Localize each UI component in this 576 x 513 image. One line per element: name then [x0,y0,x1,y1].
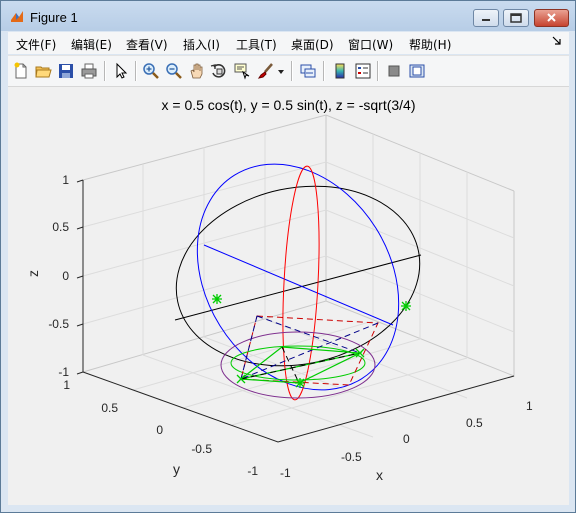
z-tick-label: -0.5 [48,317,69,331]
legend-icon[interactable] [354,62,372,80]
marker-point [295,378,305,388]
maximize-button[interactable] [503,9,529,27]
x-tick-labels: -1 -0.5 0 0.5 1 [280,399,533,480]
y-tick-labels: 1 0.5 0 -0.5 -1 [63,378,258,478]
zoom-out-icon[interactable] [165,62,183,80]
print-icon[interactable] [80,62,98,80]
colorbar-icon[interactable] [331,62,349,80]
x-tick-label: -1 [280,466,291,480]
open-file-icon[interactable] [34,62,52,80]
figure-canvas[interactable]: x = 0.5 cos(t), y = 0.5 sin(t), z = -sqr… [8,87,569,505]
data-cursor-icon[interactable] [233,62,251,80]
close-icon [547,13,556,22]
menu-help[interactable]: 帮助(H) [409,38,452,52]
x-tick-label: -0.5 [341,450,362,464]
y-tick-label: 0.5 [101,401,118,415]
z-axis-label: z [25,270,41,277]
bottom-circle [220,331,376,399]
green-inner-circle [230,345,366,381]
menu-file[interactable]: 文件(F) [16,38,57,52]
y-tick-label: -1 [247,464,258,478]
menu-bar: 文件(F) 编辑(E) 查看(V) 插入(I) 工具(T) 桌面(D) 窗口(W… [8,32,569,54]
x-axis-label: x [376,467,383,483]
window-title: Figure 1 [30,10,78,25]
x-tick-label: 0 [403,432,410,446]
y-tick-label: 1 [63,378,70,392]
z-axis-ticks [76,179,84,375]
axes-box-back [82,114,515,377]
z-tick-label: 0.5 [52,220,69,234]
menu-desktop[interactable]: 桌面(D) [291,38,334,52]
blue-meridian [196,163,400,391]
axes-3d[interactable]: 1 0.5 0 -0.5 -1 z 1 0.5 0 -0.5 -1 y -1 -… [8,87,569,505]
red-meridian [282,165,320,401]
y-tick-label: 0 [156,423,163,437]
equator-circle [175,185,421,367]
minimize-icon [482,19,490,21]
menu-tools[interactable]: 工具(T) [236,38,277,52]
marker-points [212,294,411,388]
select-arrow-icon[interactable] [112,62,130,80]
toolbar-separator [377,61,378,81]
brush-icon[interactable] [257,62,275,80]
toolbar-separator [323,61,324,81]
toolbar-separator [291,61,292,81]
equator-diameter [174,254,422,321]
marker-point [212,294,222,304]
marker-point [401,301,411,311]
marker-point [355,348,365,358]
toolbar-separator [104,61,105,81]
dashed-diagonal-black [240,346,361,384]
toolbar [8,55,569,87]
title-bar[interactable]: Figure 1 [1,1,575,31]
x-tick-label: 0.5 [466,416,483,430]
x-tick-label: 1 [526,399,533,413]
z-tick-label: 1 [62,173,69,187]
dashed-square-red [240,315,379,386]
close-button[interactable] [534,9,569,27]
menu-insert[interactable]: 插入(I) [183,38,220,52]
pan-icon[interactable] [188,62,206,80]
grid-lines [82,131,515,438]
marker-point [236,374,246,384]
z-tick-label: -1 [58,365,69,379]
new-file-icon[interactable] [12,62,30,80]
link-plot-icon[interactable] [299,62,317,80]
y-tick-label: -0.5 [191,442,212,456]
dashed-square-blue [240,315,379,380]
y-axis-label: y [173,461,180,477]
z-tick-labels: 1 0.5 0 -0.5 -1 [48,173,69,379]
hide-plot-tools-icon[interactable] [385,62,403,80]
matlab-logo-icon [11,11,23,22]
show-plot-tools-icon[interactable] [408,62,426,80]
axes-box-front [82,180,515,443]
zoom-in-icon[interactable] [142,62,160,80]
maximize-icon [510,13,522,23]
plot-title: x = 0.5 cos(t), y = 0.5 sin(t), z = -sqr… [161,97,416,113]
minimize-button[interactable] [473,9,499,27]
dock-arrow-icon[interactable] [552,35,562,47]
brush-dropdown-icon[interactable] [276,62,286,80]
menu-window[interactable]: 窗口(W) [348,38,394,52]
menu-edit[interactable]: 编辑(E) [71,38,112,52]
rotate-3d-icon[interactable] [210,62,228,80]
save-icon[interactable] [57,62,75,80]
blue-diameter [203,244,394,326]
toolbar-separator [135,61,136,81]
z-tick-label: 0 [62,269,69,283]
menu-view[interactable]: 查看(V) [126,38,168,52]
